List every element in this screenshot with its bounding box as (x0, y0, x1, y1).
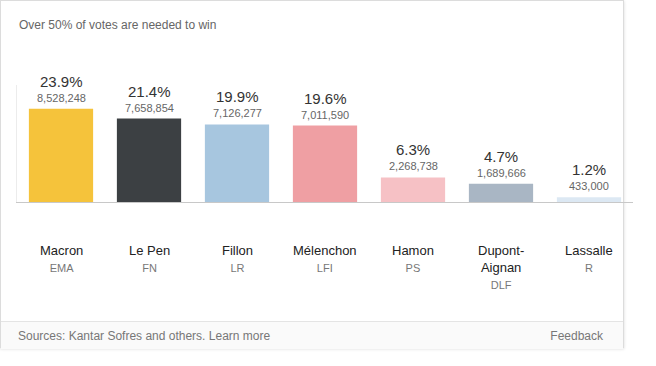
svg-text:7,011,590: 7,011,590 (301, 109, 349, 121)
svg-text:FillonLR: FillonLR (222, 243, 253, 274)
svg-text:8,528,248: 8,528,248 (37, 92, 86, 104)
svg-text:LassalleR: LassalleR (565, 243, 613, 274)
svg-text:2,268,738: 2,268,738 (389, 160, 438, 172)
html-text:Feedback: Feedback (550, 329, 603, 343)
svg-text:7,126,277: 7,126,277 (213, 107, 262, 119)
svg-text:Le PenFN: Le PenFN (129, 243, 170, 274)
svg-text:7,658,854: 7,658,854 (125, 102, 174, 114)
svg-text:MacronEMA: MacronEMA (40, 243, 83, 274)
html-text:Over 50% of votes are needed t: Over 50% of votes are needed to win (19, 18, 217, 32)
svg-text:Dupont-AignanDLF: Dupont-AignanDLF (478, 243, 524, 291)
svg-text:MélenchonLFI: MélenchonLFI (293, 243, 357, 274)
svg-text:23.9%: 23.9% (40, 73, 83, 90)
svg-text:1,689,666: 1,689,666 (477, 167, 526, 179)
svg-text:4.7%: 4.7% (484, 148, 518, 165)
svg-text:19.9%: 19.9% (216, 88, 259, 105)
svg-text:433,000: 433,000 (569, 180, 609, 192)
svg-text:HamonPS: HamonPS (392, 243, 434, 274)
svg-text:21.4%: 21.4% (128, 83, 171, 100)
svg-text:1.2%: 1.2% (572, 161, 606, 178)
svg-text:6.3%: 6.3% (396, 141, 430, 158)
svg-text:19.6%: 19.6% (304, 90, 347, 107)
html-text:Sources: Kantar Sofres and oth: Sources: Kantar Sofres and others. Learn… (18, 329, 271, 343)
